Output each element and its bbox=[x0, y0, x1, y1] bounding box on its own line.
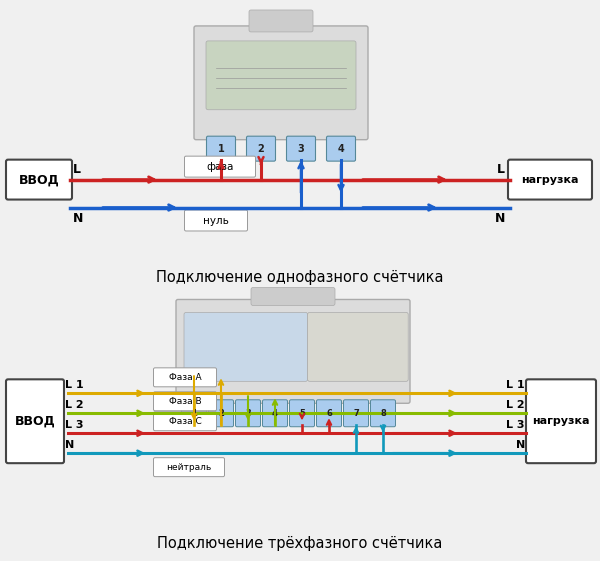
Text: L: L bbox=[497, 163, 505, 176]
FancyBboxPatch shape bbox=[185, 210, 248, 231]
Text: Фаза С: Фаза С bbox=[169, 417, 202, 426]
Text: N: N bbox=[494, 211, 505, 224]
Text: Фаза В: Фаза В bbox=[169, 397, 202, 406]
Text: 4: 4 bbox=[272, 409, 278, 418]
FancyBboxPatch shape bbox=[206, 41, 356, 110]
FancyBboxPatch shape bbox=[249, 10, 313, 32]
Text: L: L bbox=[73, 163, 81, 176]
Text: 2: 2 bbox=[257, 144, 265, 154]
Text: фаза: фаза bbox=[206, 162, 233, 172]
Text: 5: 5 bbox=[299, 409, 305, 418]
Text: N: N bbox=[73, 211, 83, 224]
Text: нагрузка: нагрузка bbox=[521, 174, 579, 185]
FancyBboxPatch shape bbox=[317, 400, 341, 427]
Text: 1: 1 bbox=[191, 409, 197, 418]
Text: Фаза А: Фаза А bbox=[169, 373, 202, 382]
FancyBboxPatch shape bbox=[371, 400, 395, 427]
Text: Подключение однофазного счётчика: Подключение однофазного счётчика bbox=[156, 270, 444, 285]
FancyBboxPatch shape bbox=[251, 287, 335, 305]
Text: Подключение трёхфазного счётчика: Подключение трёхфазного счётчика bbox=[157, 536, 443, 550]
FancyBboxPatch shape bbox=[6, 160, 72, 200]
Text: 6: 6 bbox=[326, 409, 332, 418]
Text: нуль: нуль bbox=[203, 215, 229, 226]
FancyBboxPatch shape bbox=[508, 160, 592, 200]
FancyBboxPatch shape bbox=[247, 136, 275, 161]
FancyBboxPatch shape bbox=[290, 400, 314, 427]
Text: L 1: L 1 bbox=[506, 380, 525, 390]
Text: L 3: L 3 bbox=[65, 420, 83, 430]
Text: N: N bbox=[516, 440, 525, 450]
Text: нагрузка: нагрузка bbox=[532, 416, 590, 426]
FancyBboxPatch shape bbox=[182, 400, 206, 427]
Text: 3: 3 bbox=[245, 409, 251, 418]
Text: ВВОД: ВВОД bbox=[19, 173, 59, 186]
FancyBboxPatch shape bbox=[326, 136, 355, 161]
FancyBboxPatch shape bbox=[343, 400, 368, 427]
FancyBboxPatch shape bbox=[526, 379, 596, 463]
FancyBboxPatch shape bbox=[206, 136, 235, 161]
Text: ВВОД: ВВОД bbox=[14, 415, 55, 427]
FancyBboxPatch shape bbox=[287, 136, 316, 161]
Text: 3: 3 bbox=[298, 144, 304, 154]
FancyBboxPatch shape bbox=[6, 379, 64, 463]
FancyBboxPatch shape bbox=[308, 312, 408, 381]
FancyBboxPatch shape bbox=[154, 368, 217, 387]
Text: 7: 7 bbox=[353, 409, 359, 418]
Text: 4: 4 bbox=[338, 144, 344, 154]
FancyBboxPatch shape bbox=[154, 458, 224, 477]
FancyBboxPatch shape bbox=[209, 400, 233, 427]
FancyBboxPatch shape bbox=[185, 156, 256, 177]
Text: нейтраль: нейтраль bbox=[166, 463, 212, 472]
FancyBboxPatch shape bbox=[154, 412, 217, 431]
FancyBboxPatch shape bbox=[263, 400, 287, 427]
FancyBboxPatch shape bbox=[176, 300, 410, 403]
Text: L 2: L 2 bbox=[506, 400, 525, 410]
Text: 1: 1 bbox=[218, 144, 224, 154]
FancyBboxPatch shape bbox=[194, 26, 368, 140]
FancyBboxPatch shape bbox=[184, 312, 308, 381]
Text: L 1: L 1 bbox=[65, 380, 83, 390]
Text: N: N bbox=[65, 440, 74, 450]
Text: 2: 2 bbox=[218, 409, 224, 418]
FancyBboxPatch shape bbox=[154, 392, 217, 411]
Text: L 2: L 2 bbox=[65, 400, 83, 410]
Text: L 3: L 3 bbox=[506, 420, 525, 430]
FancyBboxPatch shape bbox=[235, 400, 260, 427]
Text: 8: 8 bbox=[380, 409, 386, 418]
